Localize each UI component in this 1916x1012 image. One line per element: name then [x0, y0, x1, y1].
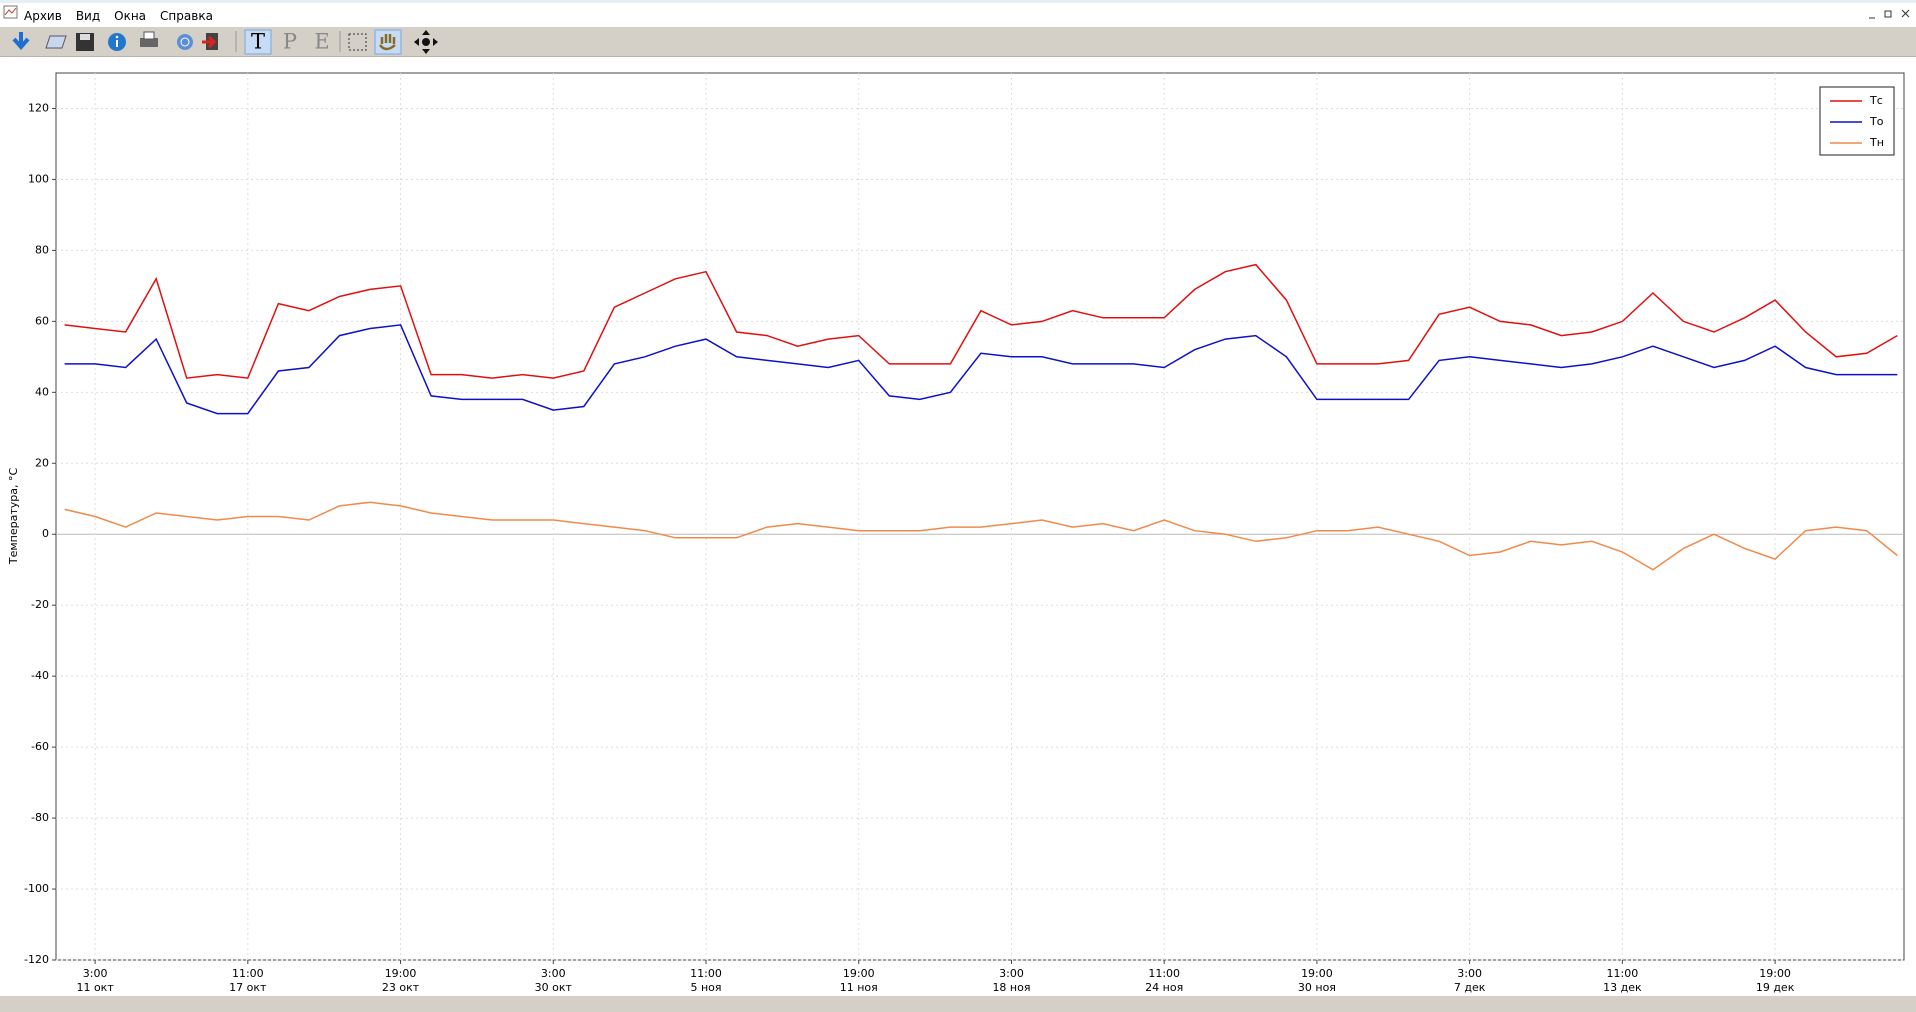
x-tick-date: 17 окт [229, 981, 267, 994]
y-tick-label: 20 [35, 456, 49, 469]
toolbar-icons: T P E [12, 29, 438, 55]
y-tick-label: 100 [28, 172, 49, 185]
x-tick-label: 19:00 [1301, 967, 1333, 980]
plot-area [55, 72, 1905, 961]
fit-button[interactable] [414, 30, 438, 54]
y-tick-label: 40 [35, 385, 49, 398]
chart: Температура, °C -120 -100 -80 -60 -40 -20 0 20 4… [7, 72, 1905, 994]
x-tick-date: 30 окт [535, 981, 573, 994]
toolbar: T P E [0, 27, 1916, 57]
text-tool[interactable]: T [251, 30, 265, 54]
print-button[interactable] [140, 31, 158, 47]
x-tick-label: 11:00 [232, 967, 264, 980]
y-tick-label: 0 [42, 527, 49, 540]
text-tool[interactable]: E [314, 30, 329, 54]
x-tick-label: 3:00 [83, 967, 108, 980]
open-button[interactable] [45, 35, 67, 49]
menu-item[interactable]: Вид [75, 9, 101, 23]
save-button[interactable] [76, 33, 94, 51]
series-line [64, 263, 1898, 379]
x-tick-date: 19 дек [1756, 981, 1795, 994]
legend-label: То [1869, 115, 1884, 128]
x-tick-label: 19:00 [1759, 967, 1791, 980]
y-tick-label: -100 [24, 882, 49, 895]
x-tick-label: 11:00 [1148, 967, 1180, 980]
x-tick-date: 24 ноя [1145, 981, 1183, 994]
menu-item[interactable]: Архив [24, 9, 62, 23]
x-tick-date: 18 ноя [992, 981, 1030, 994]
series-line [64, 324, 1898, 415]
menu-bar: Архив Вид Окна Справка [0, 0, 1916, 27]
x-tick-label: 3:00 [541, 967, 566, 980]
y-tick-label: 60 [35, 314, 49, 327]
pan-icon [379, 34, 396, 51]
y-tick-label: -40 [31, 669, 49, 682]
x-tick-date: 5 ноя [690, 981, 721, 994]
x-tick-date: 11 ноя [840, 981, 878, 994]
y-axis-label: Температура, °C [7, 468, 20, 566]
y-tick-label: -120 [24, 953, 49, 966]
menu-item[interactable]: Справка [160, 9, 213, 23]
x-tick-date: 7 дек [1454, 981, 1486, 994]
x-tick-label: 19:00 [385, 967, 417, 980]
menu-item[interactable]: Окна [114, 9, 147, 23]
x-tick-date: 23 окт [382, 981, 420, 994]
help-button[interactable] [177, 34, 193, 50]
y-tick-label: -60 [31, 740, 49, 753]
x-tick-label: 19:00 [843, 967, 875, 980]
info-button[interactable] [108, 33, 126, 51]
text-tool[interactable]: P [283, 30, 297, 54]
tool-active [244, 29, 272, 55]
x-tick-date: 30 ноя [1298, 981, 1336, 994]
y-tick-label: 120 [28, 101, 49, 114]
series-line [64, 501, 1898, 571]
x-tick-label: 11:00 [690, 967, 722, 980]
legend-label: Тс [1869, 94, 1883, 107]
x-tick-date: 13 дек [1603, 981, 1642, 994]
app-icon [3, 5, 18, 19]
legend-label: Тн [1869, 136, 1884, 149]
x-tick-label: 3:00 [1457, 967, 1482, 980]
y-tick-label: -80 [31, 811, 49, 824]
x-tick-date: 11 окт [76, 981, 114, 994]
pan-tool[interactable] [374, 29, 402, 55]
x-tick-label: 11:00 [1607, 967, 1639, 980]
exit-button[interactable] [202, 33, 218, 50]
y-tick-label: -20 [31, 598, 49, 611]
status-bar [0, 996, 1916, 1012]
y-tick-label: 80 [35, 243, 49, 256]
x-tick-label: 3:00 [999, 967, 1024, 980]
download-button[interactable] [12, 32, 30, 51]
window-controls[interactable] [1860, 6, 1916, 22]
select-tool[interactable] [348, 33, 367, 51]
